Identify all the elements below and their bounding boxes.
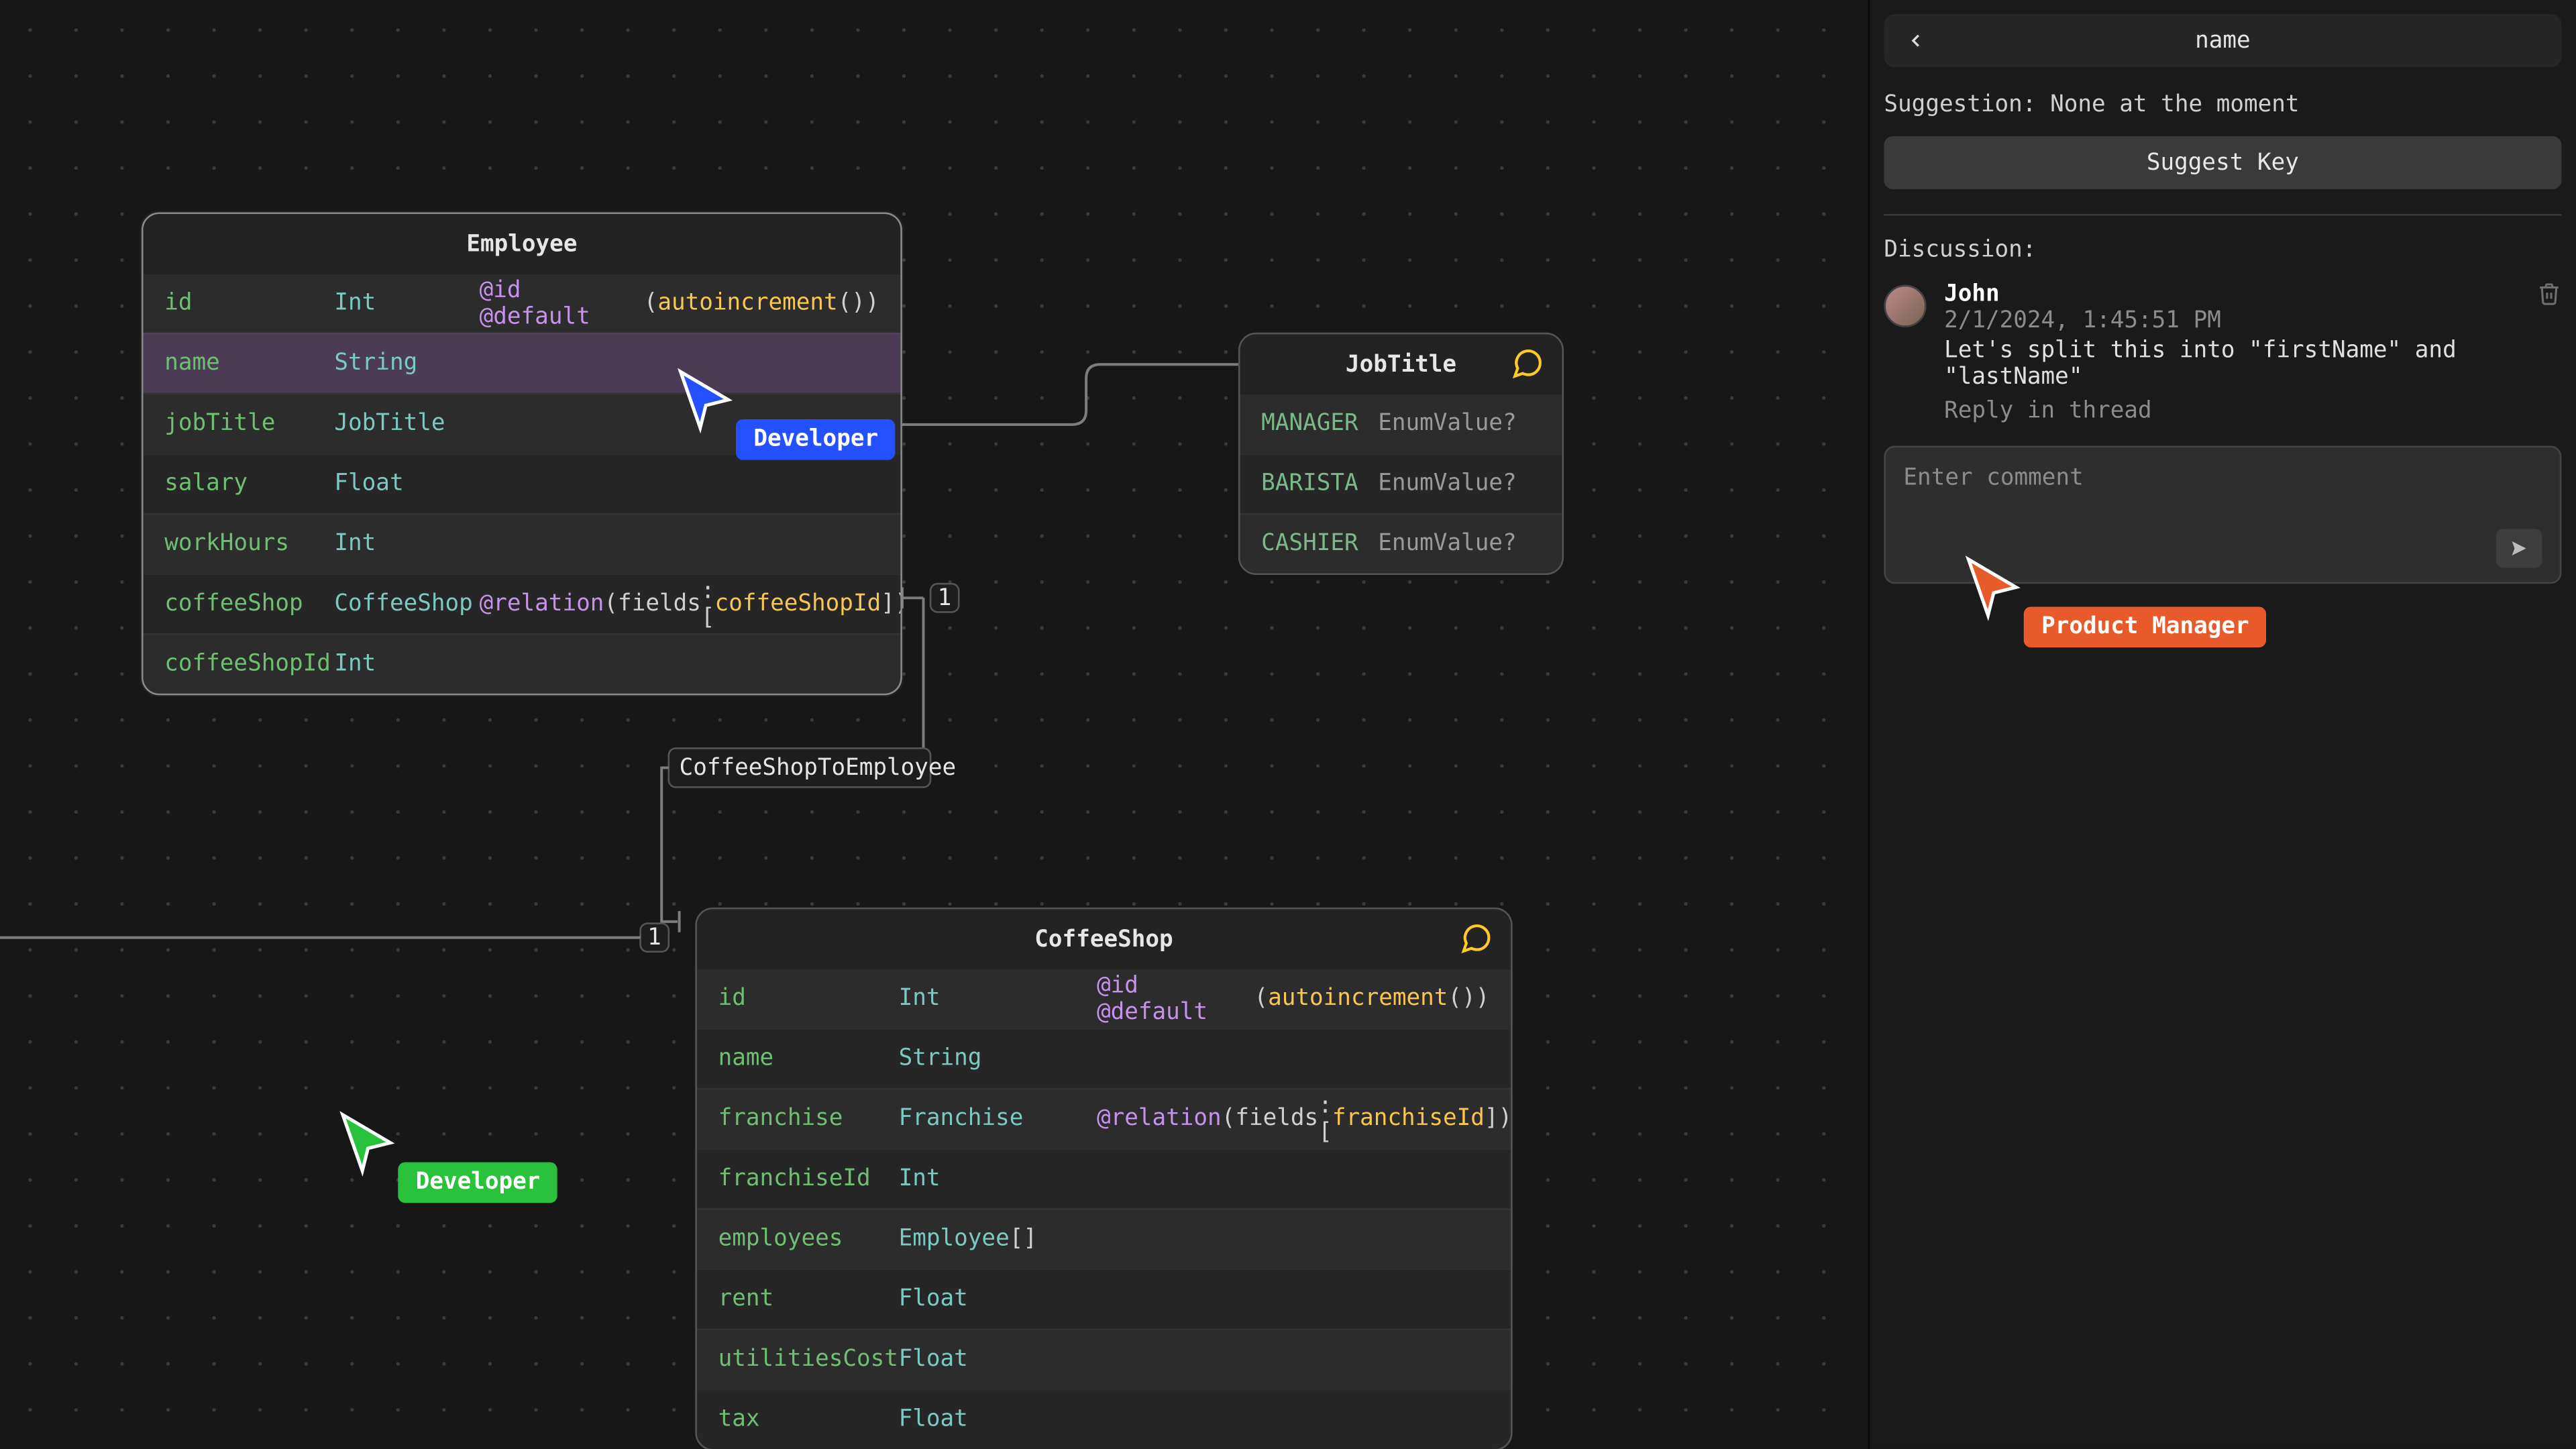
back-button[interactable]	[1898, 23, 1934, 58]
field-row-name[interactable]: name String	[144, 333, 901, 393]
model-jobtitle-title: JobTitle	[1346, 351, 1456, 378]
comment-icon[interactable]	[1511, 347, 1544, 388]
model-coffeeshop-header[interactable]: CoffeeShop	[697, 909, 1511, 969]
field-type: Int	[334, 531, 479, 557]
field-type: Int	[334, 651, 479, 678]
field-row[interactable]: name String	[697, 1028, 1511, 1088]
enum-type: EnumValue?	[1378, 411, 1541, 437]
comment-body: Let's split this into "firstName" and "l…	[1944, 338, 2530, 391]
field-name: franchiseId	[718, 1166, 899, 1193]
field-type: String	[899, 1045, 1097, 1072]
field-row[interactable]: utilitiesCost Float	[697, 1328, 1511, 1389]
field-row[interactable]: workHours Int	[144, 513, 901, 574]
enum-type: EnumValue?	[1378, 531, 1541, 557]
field-name: employees	[718, 1226, 899, 1252]
field-type: JobTitle	[334, 411, 479, 437]
field-name: workHours	[164, 531, 334, 557]
schema-canvas[interactable]: CoffeeShopToEmployee 1 1 Employee id Int	[0, 0, 1859, 1449]
divider	[1884, 214, 2561, 216]
field-row[interactable]: franchiseId Int	[697, 1148, 1511, 1208]
model-employee-title: Employee	[466, 231, 577, 258]
field-name: salary	[164, 470, 334, 497]
field-name: coffeeShopId	[164, 651, 334, 678]
field-type: Float	[899, 1406, 1097, 1433]
field-row[interactable]: coffeeShopId Int	[144, 633, 901, 694]
field-name: franchise	[718, 1106, 899, 1132]
discussion-label: Discussion:	[1884, 237, 2561, 264]
field-type: CoffeeShop	[334, 591, 479, 618]
field-row[interactable]: franchise Franchise @relation(fields:[fr…	[697, 1088, 1511, 1148]
delete-comment-icon[interactable]	[2536, 281, 2561, 313]
side-panel: name Suggestion: None at the moment Sugg…	[1868, 0, 2576, 1449]
field-type: Int	[899, 1166, 1097, 1193]
field-name: tax	[718, 1406, 899, 1433]
field-name: name	[718, 1045, 899, 1072]
enum-row[interactable]: CASHIER EnumValue?	[1240, 513, 1562, 574]
field-attrs: @id @default(autoincrement())	[480, 277, 879, 330]
field-attrs: @relation(fields:[coffeeShopId])	[480, 578, 902, 631]
side-panel-title: name	[2195, 28, 2251, 54]
field-type: Employee[]	[899, 1226, 1097, 1252]
comment-icon[interactable]	[1460, 922, 1493, 963]
field-name: rent	[718, 1286, 899, 1313]
field-row[interactable]: jobTitle JobTitle	[144, 392, 901, 453]
suggest-key-button[interactable]: Suggest Key	[1884, 136, 2561, 189]
field-row[interactable]: id Int @id @default(autoincrement())	[697, 969, 1511, 1028]
field-name: name	[164, 350, 334, 377]
avatar	[1884, 285, 1926, 327]
enum-name: BARISTA	[1261, 470, 1378, 497]
suggestion-line: Suggestion: None at the moment	[1884, 85, 2561, 136]
field-type: Float	[334, 470, 479, 497]
field-name: id	[164, 290, 334, 317]
model-employee-header[interactable]: Employee	[144, 214, 901, 274]
enum-row[interactable]: BARISTA EnumValue?	[1240, 453, 1562, 513]
enum-name: CASHIER	[1261, 531, 1378, 557]
field-name: id	[718, 985, 899, 1012]
comment-author: John	[1944, 281, 2530, 308]
reply-in-thread-link[interactable]: Reply in thread	[1944, 398, 2530, 425]
field-row[interactable]: salary Float	[144, 453, 901, 513]
field-name: coffeeShop	[164, 591, 334, 618]
field-name: jobTitle	[164, 411, 334, 437]
model-jobtitle-header[interactable]: JobTitle	[1240, 334, 1562, 394]
model-employee[interactable]: Employee id Int @id @default(autoincreme…	[142, 212, 902, 695]
field-row[interactable]: tax Float	[697, 1389, 1511, 1449]
field-row[interactable]: id Int @id @default(autoincrement())	[144, 274, 901, 333]
comment-input[interactable]: Enter comment	[1884, 446, 2561, 584]
comment-item: John 2/1/2024, 1:45:51 PM Let's split th…	[1884, 281, 2561, 425]
model-coffeeshop[interactable]: CoffeeShop id Int @id @default(autoincre…	[695, 908, 1512, 1449]
side-panel-titlebar: name	[1884, 14, 2561, 67]
enum-name: MANAGER	[1261, 411, 1378, 437]
enum-type: EnumValue?	[1378, 470, 1541, 497]
field-attrs: @relation(fields:[franchiseId])	[1097, 1092, 1512, 1145]
field-name: utilitiesCost	[718, 1346, 899, 1373]
model-jobtitle[interactable]: JobTitle MANAGER EnumValue? BARISTA Enum…	[1238, 333, 1564, 575]
field-type: Franchise	[899, 1106, 1097, 1132]
field-type: Int	[334, 290, 479, 317]
field-row[interactable]: rent Float	[697, 1269, 1511, 1329]
model-coffeeshop-title: CoffeeShop	[1034, 926, 1173, 953]
field-attrs: @id @default(autoincrement())	[1097, 972, 1489, 1025]
enum-row[interactable]: MANAGER EnumValue?	[1240, 394, 1562, 453]
field-row[interactable]: coffeeShop CoffeeShop @relation(fields:[…	[144, 573, 901, 633]
comment-input-placeholder: Enter comment	[1903, 466, 2083, 492]
comment-timestamp: 2/1/2024, 1:45:51 PM	[1944, 308, 2530, 335]
field-type: String	[334, 350, 479, 377]
field-type: Float	[899, 1286, 1097, 1313]
field-type: Float	[899, 1346, 1097, 1373]
send-comment-button[interactable]	[2496, 529, 2542, 568]
field-row[interactable]: employees Employee[]	[697, 1208, 1511, 1269]
field-type: Int	[899, 985, 1097, 1012]
